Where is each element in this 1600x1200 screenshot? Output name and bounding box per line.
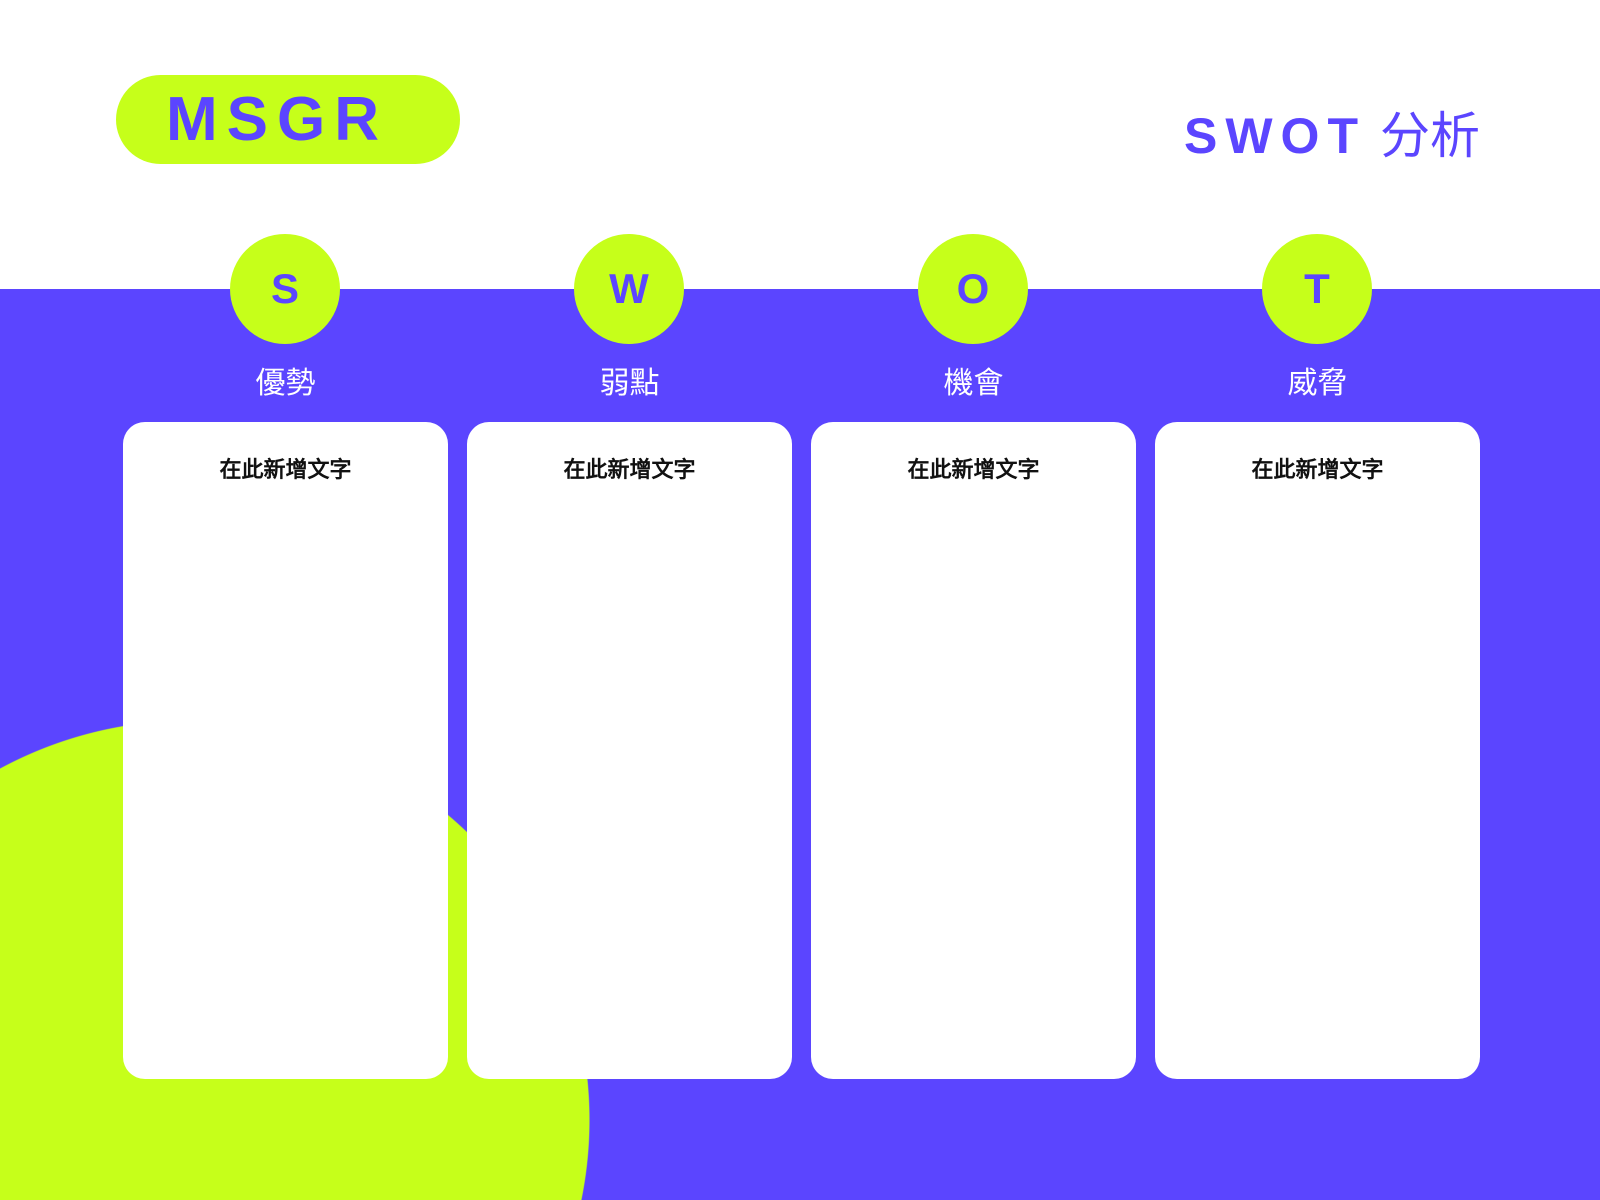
card-placeholder-text[interactable]: 在此新增文字: [563, 458, 696, 483]
page-title: SWOT 分析: [1184, 96, 1480, 168]
letter-circle: T: [1262, 234, 1372, 344]
letter-circle: O: [918, 234, 1028, 344]
card-placeholder-text[interactable]: 在此新增文字: [219, 458, 352, 483]
letter: S: [270, 265, 299, 312]
letter: W: [609, 265, 649, 312]
text-card[interactable]: 在此新增文字: [123, 422, 448, 1079]
text-card[interactable]: 在此新增文字: [467, 422, 792, 1079]
column-label: 威脅: [1287, 366, 1348, 401]
card-placeholder-text[interactable]: 在此新增文字: [907, 458, 1040, 483]
page-title-en: SWOT: [1184, 108, 1366, 164]
logo-badge: MSGR: [116, 75, 460, 164]
page-title-zh: 分析: [1380, 107, 1480, 165]
letter: O: [956, 265, 990, 312]
swot-column-opportunities: O 機會 在此新增文字: [811, 0, 1136, 1200]
card-placeholder-text[interactable]: 在此新增文字: [1251, 458, 1384, 483]
column-label: 機會: [943, 366, 1004, 401]
letter: T: [1304, 265, 1330, 312]
letter-circle: S: [230, 234, 340, 344]
text-card[interactable]: 在此新增文字: [811, 422, 1136, 1079]
logo-text: MSGR: [166, 85, 388, 154]
column-label: 弱點: [599, 366, 660, 401]
letter-circle: W: [574, 234, 684, 344]
text-card[interactable]: 在此新增文字: [1155, 422, 1480, 1079]
swot-column-weaknesses: W 弱點 在此新增文字: [467, 0, 792, 1200]
column-label: 優勢: [255, 366, 316, 401]
swot-column-threats: T 威脅 在此新增文字: [1155, 0, 1480, 1200]
swot-column-strengths: S 優勢 在此新增文字: [123, 0, 448, 1200]
